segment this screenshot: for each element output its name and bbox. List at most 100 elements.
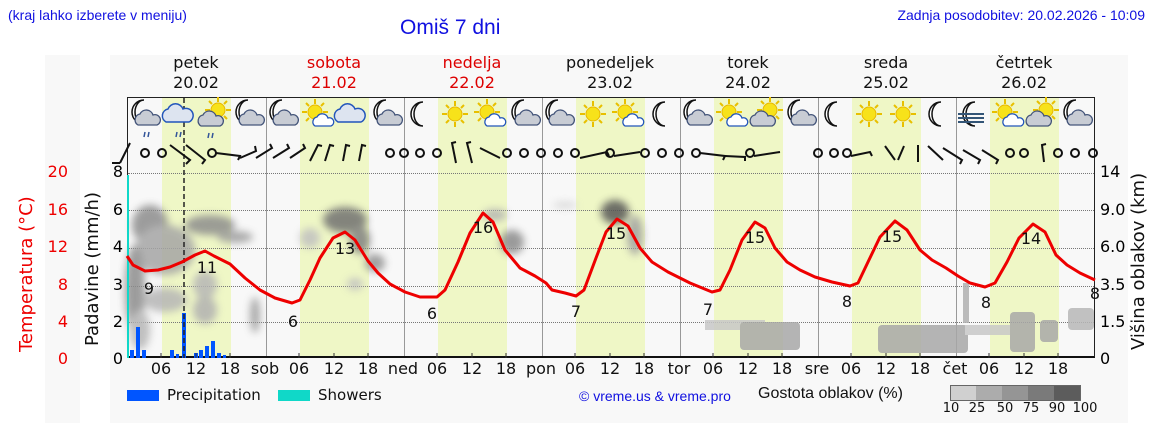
moon-icon xyxy=(928,101,942,127)
x-tick-label: 12 xyxy=(599,359,621,378)
sun-cloud-icon xyxy=(473,98,507,127)
precip-tick: 2 xyxy=(112,312,123,331)
night-cloud-icon xyxy=(683,99,714,126)
moon-icon xyxy=(824,101,838,127)
x-tick-label: 06 xyxy=(426,359,448,378)
day-separator xyxy=(956,98,957,356)
sun-icon xyxy=(889,100,917,128)
cloud-height-tick: 9.0 xyxy=(1100,200,1126,219)
day-separator xyxy=(266,98,267,356)
x-tick-label: 06 xyxy=(702,359,724,378)
temp-min-label: 7 xyxy=(570,302,582,321)
temp-max-label: 15 xyxy=(881,227,903,246)
cloud-density-tick: 75 xyxy=(1022,401,1040,416)
temp-min-label: 8 xyxy=(980,293,992,312)
cloud-density-title: Gostota oblakov (%) xyxy=(758,385,903,402)
showers-legend: Showers xyxy=(318,386,382,404)
x-tick-label: 06 xyxy=(150,359,172,378)
cloud-icon xyxy=(333,103,366,123)
cloud-density-swatch-90 xyxy=(1054,385,1081,401)
x-tick-label: 18 xyxy=(1047,359,1069,378)
day-header-3: ponedeljek 23.02 xyxy=(566,53,654,92)
precip-tick: 3 xyxy=(112,275,123,294)
temp-min-label: 6 xyxy=(287,312,299,331)
forecast-plot xyxy=(127,97,1095,358)
x-ticks xyxy=(160,353,1059,358)
sun-cloud-rain-icon xyxy=(197,96,232,139)
day-header-2: nedelja 22.02 xyxy=(442,53,502,92)
temp-max-label: 13 xyxy=(334,239,356,258)
daylight-band xyxy=(714,98,783,356)
x-tick-label: 06 xyxy=(840,359,862,378)
day-separator xyxy=(818,98,819,356)
gridline xyxy=(128,286,1094,287)
night-cloud-icon xyxy=(235,99,266,126)
temp-max-label: 16 xyxy=(472,218,494,237)
temperature-axis-title: Temperatura (°C) xyxy=(16,196,37,352)
temperature-line xyxy=(125,211,1096,305)
wind-row xyxy=(112,141,1098,165)
temperature-axis-panel xyxy=(45,55,80,423)
x-day-label: tor xyxy=(667,359,691,378)
last-updated: Zadnja posodobitev: 20.02.2026 - 10:09 xyxy=(897,7,1145,23)
night-fog-icon xyxy=(958,101,984,127)
cloud-density-swatch-25 xyxy=(976,385,1002,401)
temp-max-label: 15 xyxy=(744,228,766,247)
temp-tick: 20 xyxy=(47,162,68,181)
day-header-5: sreda 25.02 xyxy=(863,53,909,92)
sun-icon xyxy=(579,100,607,128)
day-header-0: petek 20.02 xyxy=(173,53,219,92)
x-tick-label: 18 xyxy=(495,359,517,378)
cloud-density-layer xyxy=(125,200,1094,353)
weather-icons xyxy=(131,96,1094,139)
cloud-height-tick: 1.5 xyxy=(1100,312,1126,331)
cloud-density-tick: 90 xyxy=(1048,401,1066,416)
day-header-4: torek 24.02 xyxy=(725,53,771,92)
x-tick-label: 18 xyxy=(771,359,793,378)
night-cloud-icon xyxy=(511,99,542,126)
night-cloud-icon xyxy=(373,99,404,126)
x-tick-label: 12 xyxy=(461,359,483,378)
cloud-height-tick: 0 xyxy=(1100,349,1111,368)
temp-tick: 0 xyxy=(57,349,68,368)
moon-icon xyxy=(652,101,666,127)
cloud-sun-icon xyxy=(749,96,784,127)
gridline xyxy=(128,248,1094,249)
precipitation-legend: Precipitation xyxy=(167,386,261,404)
day-header-1: sobota 21.02 xyxy=(306,53,362,92)
temp-tick: 16 xyxy=(47,200,68,219)
sun-cloud-icon xyxy=(715,98,749,127)
cloud-density-swatch-50 xyxy=(1002,385,1028,401)
copyright-link[interactable]: © vreme.us & vreme.pro xyxy=(579,388,731,404)
day-header-6: četrtek 26.02 xyxy=(995,53,1053,92)
temp-max-label: 14 xyxy=(1020,229,1042,248)
temp-min-label: 9 xyxy=(143,279,155,298)
x-tick-label: 06 xyxy=(978,359,1000,378)
cloud-height-axis-title: Višina oblakov (km) xyxy=(1128,172,1149,350)
temp-end-label: 8 xyxy=(1089,284,1101,303)
x-tick-label: 06 xyxy=(288,359,310,378)
sun-cloud-icon xyxy=(611,98,645,127)
x-tick-label: 18 xyxy=(357,359,379,378)
sun-cloud-icon xyxy=(991,98,1025,127)
day-separator xyxy=(680,98,681,356)
x-tick-label: 12 xyxy=(185,359,207,378)
cloud-height-tick: 3.5 xyxy=(1100,275,1126,294)
temp-tick: 8 xyxy=(57,275,68,294)
x-tick-label: 18 xyxy=(909,359,931,378)
x-tick-label: 12 xyxy=(737,359,759,378)
temp-tick: 4 xyxy=(57,312,68,331)
precipitation-swatch xyxy=(127,390,159,401)
cloud-density-tick: 100 xyxy=(1072,401,1098,416)
gridline xyxy=(128,173,1094,174)
moon-icon xyxy=(410,101,424,127)
x-tick-label: 12 xyxy=(875,359,897,378)
precip-tick: 0 xyxy=(112,349,123,368)
night-cloud-icon xyxy=(787,99,818,126)
night-cloud-icon xyxy=(269,99,300,126)
day-separator xyxy=(404,98,405,356)
precip-tick: 4 xyxy=(112,237,123,256)
temp-min-label: 8 xyxy=(841,292,853,311)
cloud-density-tick: 10 xyxy=(942,401,960,416)
x-day-label: sob xyxy=(250,359,280,378)
